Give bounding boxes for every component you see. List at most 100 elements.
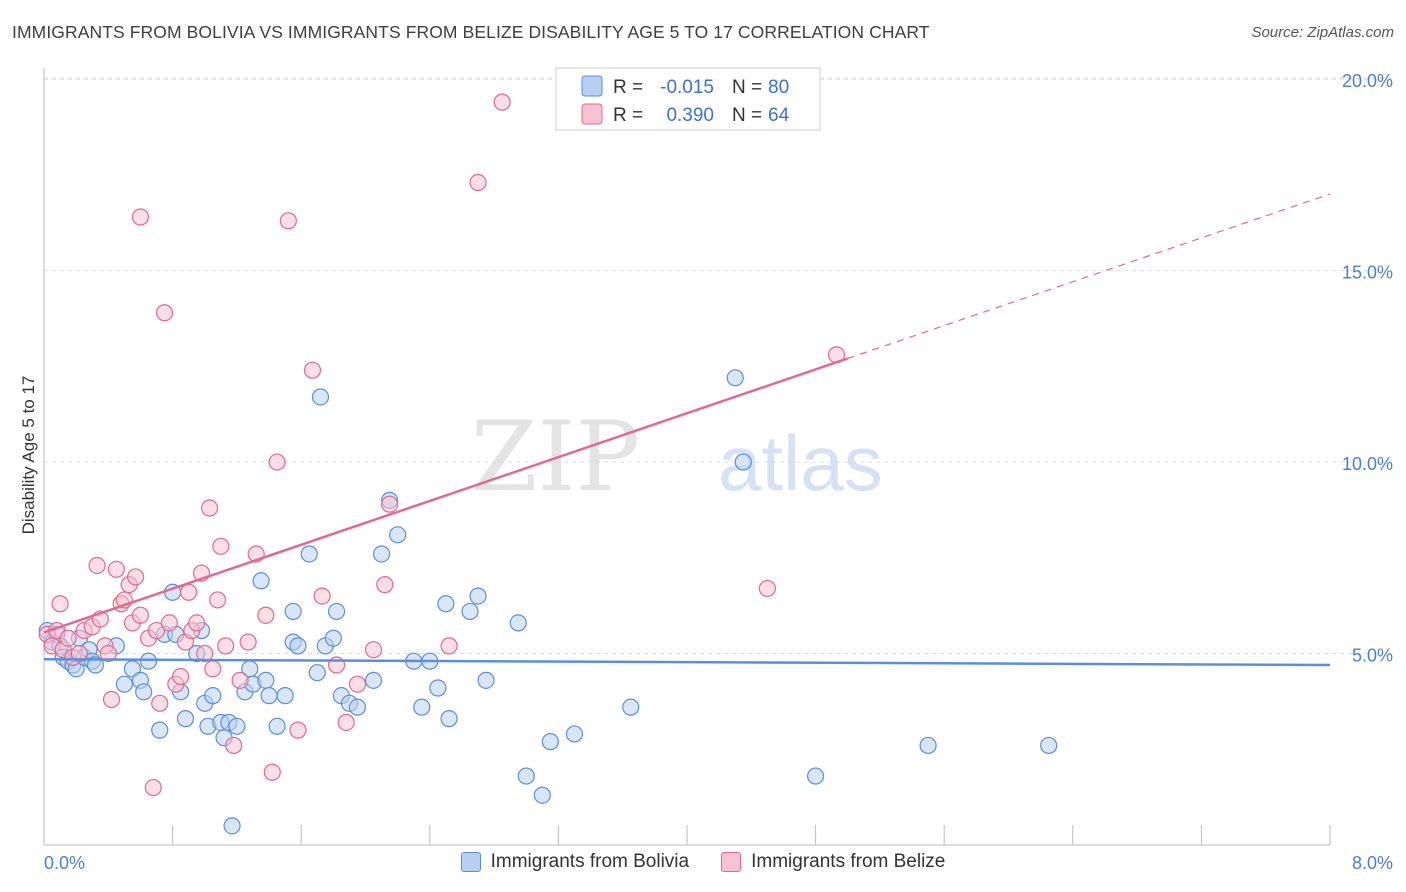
trend-line-belize bbox=[43, 357, 849, 634]
point-belize bbox=[172, 667, 190, 686]
point-bolivia bbox=[469, 587, 487, 605]
point-belize bbox=[381, 495, 399, 513]
point-bolivia bbox=[726, 369, 744, 387]
point-belize bbox=[102, 690, 121, 709]
point-bolivia bbox=[364, 671, 383, 689]
point-belize bbox=[144, 778, 162, 797]
point-belize bbox=[188, 614, 206, 632]
point-bolivia bbox=[268, 717, 286, 735]
point-belize bbox=[59, 629, 77, 647]
point-bolivia bbox=[348, 698, 367, 716]
point-bolivia bbox=[260, 687, 278, 705]
point-bolivia bbox=[477, 671, 495, 689]
point-belize bbox=[88, 556, 106, 575]
grid-lines bbox=[44, 77, 1393, 655]
point-bolivia bbox=[204, 687, 222, 705]
y-tick-label: 10.0% bbox=[1342, 454, 1393, 474]
legend-item-belize: Immigrants from Belize bbox=[721, 851, 945, 873]
point-belize bbox=[263, 763, 281, 781]
y-axis-label: Disability Age 5 to 17 bbox=[19, 376, 38, 535]
point-belize bbox=[200, 499, 219, 517]
point-belize bbox=[147, 621, 166, 640]
point-bolivia bbox=[461, 602, 479, 621]
point-belize bbox=[257, 606, 275, 624]
point-bolivia bbox=[115, 675, 133, 693]
point-bolivia bbox=[440, 710, 458, 728]
point-bolivia bbox=[622, 698, 640, 716]
point-bolivia bbox=[308, 664, 326, 682]
point-bolivia bbox=[565, 725, 584, 743]
point-bolivia bbox=[389, 526, 407, 544]
point-belize bbox=[151, 694, 169, 712]
point-bolivia bbox=[327, 602, 346, 621]
point-belize bbox=[99, 644, 117, 663]
stats-n-value-belize: 64 bbox=[768, 105, 790, 126]
point-bolivia bbox=[139, 652, 158, 670]
point-bolivia bbox=[541, 733, 559, 751]
point-bolivia bbox=[284, 602, 302, 621]
stats-n-label-belize: N = bbox=[732, 105, 762, 126]
point-bolivia bbox=[176, 710, 195, 728]
point-bolivia bbox=[223, 817, 241, 835]
point-bolivia bbox=[135, 683, 153, 701]
stats-n-value-bolivia: 80 bbox=[768, 77, 789, 98]
legend-label-bolivia: Immigrants from Bolivia bbox=[490, 851, 690, 872]
point-belize bbox=[469, 173, 487, 192]
point-belize bbox=[127, 568, 145, 586]
point-belize bbox=[440, 637, 458, 655]
trend-line-bolivia bbox=[43, 658, 1331, 667]
point-bolivia bbox=[429, 679, 447, 697]
point-belize bbox=[217, 637, 235, 655]
x-start-label: 0.0% bbox=[44, 853, 85, 873]
point-belize bbox=[376, 576, 394, 594]
point-bolivia bbox=[734, 453, 752, 471]
y-tick-label: 15.0% bbox=[1342, 263, 1393, 283]
point-bolivia bbox=[86, 656, 105, 674]
stats-r-value-bolivia: -0.015 bbox=[660, 77, 714, 98]
point-belize bbox=[155, 304, 174, 322]
point-bolivia bbox=[1040, 736, 1058, 755]
point-belize bbox=[196, 644, 214, 663]
point-belize bbox=[364, 641, 383, 659]
stats-legend: R = -0.015 N = 80 R = 0.390 N = 64 bbox=[555, 67, 821, 131]
point-belize bbox=[303, 361, 322, 379]
point-bolivia bbox=[413, 698, 431, 716]
point-bolivia bbox=[289, 637, 307, 655]
stats-r-label-belize: R = bbox=[613, 105, 643, 126]
series-legend: Immigrants from Bolivia Immigrants from … bbox=[0, 851, 1406, 873]
point-bolivia bbox=[517, 767, 535, 785]
data-points bbox=[38, 93, 1058, 835]
point-bolivia bbox=[533, 786, 551, 804]
point-belize bbox=[231, 671, 249, 689]
stats-r-label-bolivia: R = bbox=[613, 77, 643, 98]
point-belize bbox=[107, 560, 125, 578]
trend-line-belize-extension bbox=[847, 193, 1331, 360]
legend-item-bolivia: Immigrants from Bolivia bbox=[460, 851, 690, 873]
point-bolivia bbox=[300, 545, 318, 563]
point-bolivia bbox=[228, 717, 246, 735]
point-bolivia bbox=[324, 629, 342, 647]
source-label: Source: ZipAtlas.com bbox=[1251, 24, 1394, 41]
stats-n-label-bolivia: N = bbox=[732, 77, 762, 98]
point-bolivia bbox=[276, 687, 294, 705]
point-belize bbox=[131, 606, 150, 624]
point-bolivia bbox=[311, 388, 330, 406]
point-bolivia bbox=[257, 671, 275, 689]
trend-lines bbox=[43, 193, 1331, 667]
axes bbox=[43, 68, 1331, 846]
point-belize bbox=[160, 614, 178, 632]
legend-label-belize: Immigrants from Belize bbox=[751, 851, 946, 872]
point-bolivia bbox=[919, 736, 937, 755]
point-belize bbox=[493, 93, 511, 111]
point-belize bbox=[212, 537, 230, 555]
point-belize bbox=[289, 721, 307, 739]
point-belize bbox=[51, 595, 69, 613]
point-belize bbox=[268, 453, 286, 471]
point-belize bbox=[313, 587, 331, 605]
point-bolivia bbox=[372, 545, 391, 563]
stats-swatch-belize bbox=[581, 103, 603, 125]
point-bolivia bbox=[437, 595, 455, 613]
y-tick-label: 20.0% bbox=[1342, 71, 1393, 91]
point-belize bbox=[279, 212, 297, 230]
